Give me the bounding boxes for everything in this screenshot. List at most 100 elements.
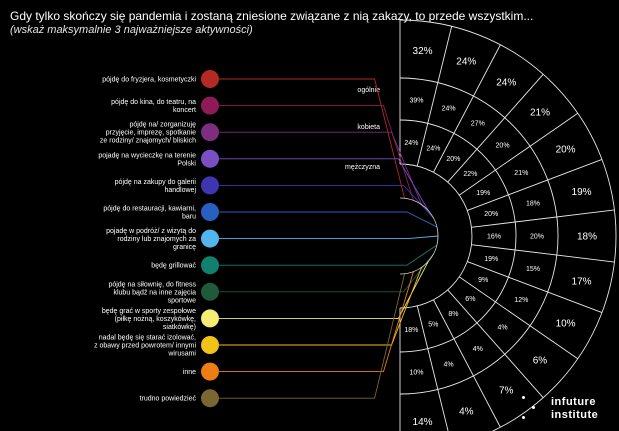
category-label: pójdę do fryzjera, kosmetyczki	[102, 77, 196, 84]
category-marker	[201, 309, 219, 328]
grid-arc	[399, 77, 559, 395]
value-label: 24%	[404, 140, 418, 147]
value-label: 19%	[476, 190, 490, 197]
category-marker	[201, 282, 219, 301]
value-label: 21%	[514, 170, 528, 177]
grid-arc	[399, 119, 517, 353]
category-marker	[201, 70, 219, 88]
grid-spoke	[447, 74, 544, 183]
category-label: pójdę na siłownię, do fitness	[108, 281, 196, 288]
value-label: 20%	[556, 145, 576, 156]
connector-line	[219, 267, 423, 346]
value-label: 16%	[487, 233, 501, 240]
category-label: klubu bądź na inne zajęcia	[113, 289, 196, 296]
value-label: 4%	[444, 362, 454, 369]
chart-subtitle: (wskaż maksymalnie 3 najważniejsze aktyw…	[10, 24, 253, 36]
category-marker	[201, 176, 219, 195]
category-label: pójdę na/ zorganizuję	[129, 122, 196, 129]
value-label: 7%	[499, 385, 514, 396]
value-label: 4%	[497, 324, 507, 331]
category-marker	[201, 389, 219, 408]
value-label: 12%	[514, 297, 528, 304]
grid-spoke	[416, 305, 449, 431]
connector-line	[219, 184, 434, 219]
category-label: pojadę w podróż/ z wizytą do	[106, 228, 196, 235]
category-label: wirusami	[167, 351, 196, 358]
category-label: granicę	[173, 244, 196, 251]
category-label: z obawy przed powrotem/ innymi	[94, 343, 196, 350]
grid-spoke	[458, 276, 579, 360]
series-label: ogólnie	[357, 87, 380, 94]
connector-line	[219, 260, 429, 319]
hub-arc	[399, 197, 439, 275]
value-label: 22%	[463, 171, 477, 178]
connector-line	[219, 131, 423, 205]
category-label: baru	[182, 214, 196, 221]
category-label: ze rodziny/ znajomych/ bliskich	[100, 138, 196, 145]
value-label: 10%	[556, 318, 576, 329]
category-label: Polski	[177, 160, 196, 167]
value-label: 19%	[484, 256, 498, 263]
grid-spoke	[416, 26, 453, 167]
category-label: pójdę do kina, do teatru, na	[111, 99, 196, 106]
connector-line	[219, 273, 406, 399]
category-marker	[201, 149, 219, 168]
category-label: trudno powiedzieć	[140, 396, 197, 403]
grid-spoke	[467, 261, 603, 314]
series-label: mężczyzna	[345, 164, 380, 171]
grid-spoke	[433, 44, 501, 173]
grid-spoke	[433, 299, 501, 428]
value-label: 18%	[577, 232, 597, 243]
category-marker	[201, 256, 219, 275]
category-label: sportowe	[168, 297, 197, 304]
category-label: pójdę na zakupy do galerii	[115, 179, 197, 186]
grid-spoke	[467, 158, 603, 211]
value-label: 18%	[526, 201, 540, 208]
grid-spoke	[458, 112, 579, 196]
value-label: 9%	[478, 277, 488, 284]
value-label: 32%	[413, 46, 433, 57]
connector-line	[219, 253, 435, 293]
connector-line	[219, 211, 438, 228]
category-marker	[201, 336, 219, 354]
value-label: 14%	[413, 417, 433, 428]
category-label: nadal będę się starać izolować,	[99, 335, 196, 342]
grid-spoke	[471, 209, 615, 228]
category-label: będę grillować	[151, 263, 196, 270]
value-label: 10%	[410, 369, 424, 376]
value-label: 17%	[572, 276, 592, 287]
value-label: 20%	[446, 156, 460, 163]
value-label: 20%	[484, 211, 498, 218]
value-label: 20%	[496, 143, 510, 150]
value-label: 5%	[428, 321, 438, 328]
connector-line	[219, 158, 429, 212]
value-label: 24%	[496, 78, 516, 89]
value-label: 18%	[404, 327, 418, 334]
category-marker	[201, 123, 219, 142]
category-marker	[201, 229, 219, 248]
category-label: przyjęcie, imprezę, spotkanie	[106, 130, 196, 137]
value-label: 27%	[471, 121, 485, 128]
grid-arc	[399, 163, 473, 309]
connector-line	[219, 235, 439, 240]
category-label: będę grać w sporty zespołowe	[102, 308, 196, 315]
value-label: 24%	[456, 57, 476, 68]
category-marker	[201, 203, 219, 221]
series-label: kobieta	[357, 124, 380, 131]
value-label: 24%	[426, 146, 440, 153]
connector-line	[219, 105, 414, 201]
category-label: siatkówkę)	[163, 324, 196, 331]
value-label: 8%	[448, 311, 458, 318]
value-label: 6%	[533, 356, 548, 367]
connector-line	[219, 271, 414, 373]
grid-spoke	[447, 289, 544, 398]
category-label: (piłkę nożną, koszykówkę,	[115, 316, 196, 323]
value-label: 19%	[572, 187, 592, 198]
connector-line	[219, 78, 406, 199]
value-label: 21%	[530, 108, 550, 119]
category-label: pojadę na wycieczkę na terenie	[98, 152, 196, 159]
value-label: 4%	[459, 406, 474, 417]
connector-line	[219, 244, 438, 266]
logo-text-infuture: infuture	[551, 396, 596, 408]
category-marker	[201, 362, 219, 381]
